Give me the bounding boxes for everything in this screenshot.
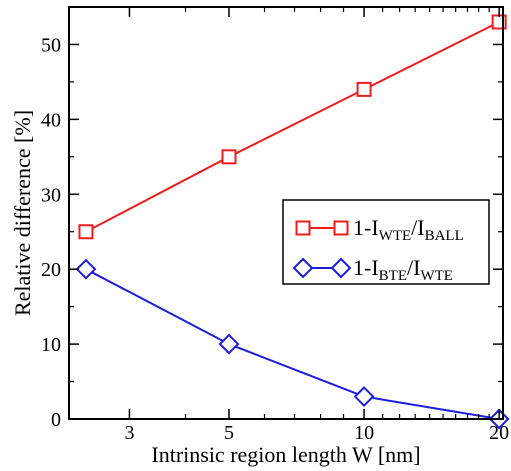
legend-entry-1: 1-IWTE/IBALL — [295, 215, 464, 244]
legend-marker — [333, 220, 349, 236]
y-tick-label: 30 — [41, 184, 61, 206]
x-tick-label: 3 — [124, 422, 134, 444]
series-line — [85, 21, 500, 233]
x-axis-label: Intrinsic region length W [nm] — [151, 442, 420, 467]
data-point — [221, 149, 237, 165]
x-tick-label: 10 — [354, 422, 374, 444]
data-point — [218, 333, 240, 355]
series-line — [85, 268, 500, 420]
plot-frame — [68, 6, 504, 420]
legend-label: 1-IWTE/IBALL — [353, 215, 464, 244]
legend-marker — [330, 257, 352, 279]
y-tick-label: 10 — [41, 334, 61, 356]
x-tick-label: 20 — [489, 422, 509, 444]
y-tick-label: 50 — [41, 34, 61, 56]
y-tick-label: 0 — [51, 409, 61, 431]
ticks-layer: 3 5 10 20 0 10 20 30 40 50 — [41, 7, 509, 444]
y-tick-label: 20 — [41, 259, 61, 281]
legend-label: 1-IBTE/IWTE — [353, 255, 453, 284]
y-axis-label: Relative difference [%] — [10, 110, 35, 316]
series-2 — [75, 258, 510, 430]
legend-entry-2: 1-IBTE/IWTE — [292, 255, 453, 284]
data-point — [353, 386, 375, 407]
legend: 1-IWTE/IBALL 1-IBTE/IWTE — [282, 199, 490, 285]
x-tick-label: 5 — [224, 422, 234, 444]
data-point — [356, 81, 372, 97]
y-tick-label: 40 — [41, 109, 61, 131]
legend-marker — [292, 257, 314, 279]
legend-box — [282, 199, 490, 285]
data-point — [78, 224, 94, 240]
legend-marker — [295, 220, 311, 236]
data-point — [75, 258, 97, 280]
